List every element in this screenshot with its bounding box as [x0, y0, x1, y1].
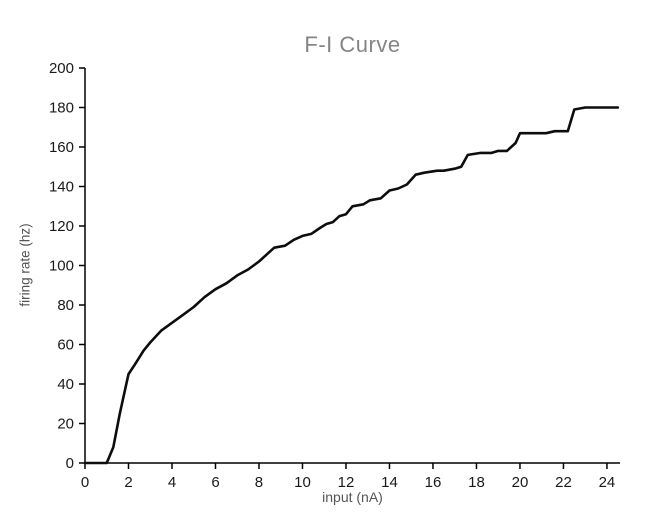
x-tick-label: 22	[555, 474, 572, 491]
y-tick-label: 40	[57, 376, 74, 393]
y-tick-label: 80	[57, 297, 74, 314]
x-tick-label: 6	[211, 474, 219, 491]
y-tick-label: 200	[49, 60, 74, 77]
y-tick-label: 120	[49, 218, 74, 235]
x-tick-label: 2	[124, 474, 132, 491]
y-tick-label: 180	[49, 100, 74, 117]
x-tick-label: 14	[381, 474, 398, 491]
x-tick-label: 8	[255, 474, 263, 491]
y-axis-label: firing rate (hz)	[17, 223, 33, 307]
y-tick-label: 60	[57, 337, 74, 354]
chart-title: F-I Curve	[304, 32, 401, 57]
x-tick-label: 24	[599, 474, 616, 491]
x-tick-label: 10	[294, 474, 311, 491]
y-tick-label: 140	[49, 179, 74, 196]
y-tick-label: 0	[66, 455, 74, 472]
x-axis-label: input (nA)	[322, 489, 383, 505]
x-tick-label: 12	[338, 474, 355, 491]
fi-curve-line	[83, 106, 620, 465]
x-tick-label: 0	[81, 474, 89, 491]
y-tick-label: 20	[57, 416, 74, 433]
x-tick-label: 20	[512, 474, 529, 491]
y-tick-label: 100	[49, 258, 74, 275]
x-tick-label: 4	[168, 474, 176, 491]
x-tick-label: 18	[468, 474, 485, 491]
x-tick-label: 16	[425, 474, 442, 491]
y-tick-label: 160	[49, 139, 74, 156]
